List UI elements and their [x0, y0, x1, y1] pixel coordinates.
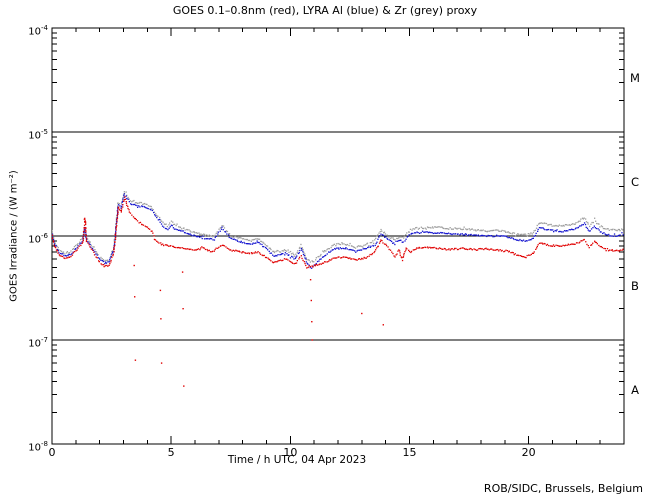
- series-lyra-zr-proxy: [52, 191, 624, 263]
- credit-text: ROB/SIDC, Brussels, Belgium: [483, 482, 643, 495]
- flare-class-c: C: [630, 175, 640, 189]
- series-goes-0-1-0-8nm: [52, 196, 624, 269]
- flare-class-a: A: [631, 383, 639, 397]
- x-tick-label-10: 10: [283, 446, 298, 459]
- x-axis-label: Time / h UTC, 04 Apr 2023: [227, 454, 367, 466]
- y-tick-label-1e-7: 10-7: [28, 336, 48, 350]
- x-tick-label-15: 15: [402, 446, 417, 459]
- x-tick-label-5: 5: [167, 446, 175, 459]
- data-series-dots: [52, 191, 624, 387]
- x-tick-label-0: 0: [48, 446, 56, 459]
- chart-title: GOES 0.1–0.8nm (red), LYRA Al (blue) & Z…: [172, 4, 478, 17]
- series-lyra-al-proxy: [52, 193, 624, 269]
- y-tick-label-1e-6: 10-6: [28, 232, 48, 246]
- y-tick-label-1e-4: 10-4: [28, 24, 48, 38]
- axes: [51, 27, 625, 445]
- x-tick-label-20: 20: [521, 446, 536, 459]
- flare-class-m: M: [630, 71, 640, 85]
- y-tick-label-1e-8: 10-8: [28, 440, 48, 454]
- flare-class-b: B: [631, 279, 639, 293]
- dropout-points: [133, 264, 384, 387]
- y-tick-label-1e-5: 10-5: [28, 128, 48, 142]
